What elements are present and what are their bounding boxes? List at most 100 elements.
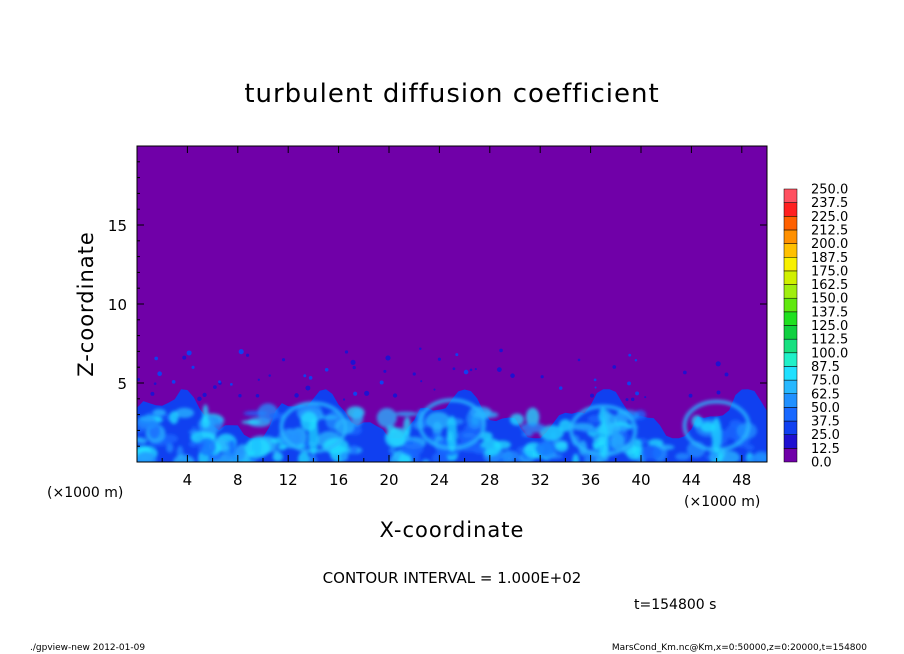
speck [437, 357, 441, 361]
x-tick-label: 12 [279, 471, 298, 489]
speck [385, 355, 391, 361]
eddy-blob [520, 422, 546, 433]
colorbar-swatch [783, 243, 798, 258]
speck [634, 359, 638, 362]
speck [257, 378, 260, 381]
colorbar-swatch [783, 420, 798, 435]
speck [191, 365, 195, 369]
speck [308, 376, 313, 380]
speck [352, 365, 356, 370]
speck [383, 369, 387, 373]
eddy-blob [241, 420, 261, 425]
speck [186, 350, 192, 356]
speck [197, 396, 202, 402]
eddy-blob [657, 444, 675, 451]
speck [510, 373, 515, 378]
speck [625, 398, 629, 402]
eddy-blob [137, 437, 148, 445]
speck [715, 361, 721, 367]
eddy-blob [173, 454, 195, 462]
colorbar-level-label: 137.5 [811, 305, 848, 320]
eddy-blob [648, 438, 664, 447]
x-tick-label: 16 [329, 471, 348, 489]
footer-left: ./gpview-new 2012-01-09 [30, 643, 145, 653]
eddy-blob [700, 422, 715, 433]
eddy-blob [502, 450, 520, 460]
eddy-blob [509, 413, 524, 426]
eddy-blob [137, 416, 158, 430]
speck [724, 372, 729, 377]
eddy-blob [225, 447, 245, 462]
speck [594, 386, 597, 389]
eddy-blob [166, 443, 174, 453]
x-tick-label: 48 [732, 471, 751, 489]
colorbar-level-label: 87.5 [811, 360, 840, 375]
speck [364, 390, 370, 396]
eddy-blob [425, 411, 451, 430]
speck [255, 393, 260, 398]
speck [294, 393, 299, 398]
x-tick-label: 8 [233, 471, 243, 489]
speck [153, 382, 157, 385]
convective-core [447, 415, 457, 452]
eddy-blob [632, 438, 643, 458]
speck [683, 370, 687, 375]
colorbar-level-label: 225.0 [811, 210, 848, 225]
y-tick-label: 5 [117, 375, 127, 393]
speck [627, 381, 631, 386]
eddy-blob [472, 411, 499, 419]
eddy-blob [340, 451, 349, 462]
colorbar-swatch [783, 352, 798, 367]
x-tick-label: 20 [379, 471, 398, 489]
convective-core [308, 418, 319, 455]
colorbar-level-label: 212.5 [811, 223, 848, 238]
eddy-blob [175, 407, 195, 418]
colorbar-level-label: 150.0 [811, 292, 848, 307]
speck [499, 348, 503, 353]
eddy-blob [162, 434, 178, 444]
convective-core [598, 421, 609, 458]
colorbar-swatch [783, 393, 798, 408]
y-axis-label: Z-coordinate [74, 231, 98, 377]
colorbar-swatch [783, 270, 798, 285]
x-tick-label: 44 [682, 471, 701, 489]
speck [238, 394, 242, 398]
eddy-blob [535, 440, 556, 458]
colorbar-level-label: 200.0 [811, 237, 848, 252]
eddy-blob [603, 409, 611, 422]
colorbar-level-label: 25.0 [811, 428, 840, 443]
speck [452, 367, 456, 371]
x-tick-label: 28 [480, 471, 499, 489]
eddy-blob [394, 411, 418, 417]
colorbar-level-label: 250.0 [811, 183, 848, 198]
time-label: t=154800 s [634, 597, 716, 613]
colorbar-swatch [783, 338, 798, 354]
speck [577, 358, 581, 362]
speck [137, 377, 141, 381]
colorbar-swatch [783, 434, 798, 449]
colorbar-level-label: 62.5 [811, 387, 840, 402]
speck [344, 350, 349, 354]
eddy-blob [202, 404, 209, 422]
eddy-blob [611, 432, 625, 451]
speck [635, 391, 640, 396]
speck [590, 393, 595, 398]
speck [350, 359, 356, 366]
x-tick-label: 36 [581, 471, 600, 489]
eddy-blob [282, 433, 302, 448]
speck [469, 368, 473, 372]
speck [559, 386, 563, 390]
speck [154, 356, 159, 361]
colorbar-swatch [783, 366, 798, 381]
speck [150, 391, 155, 396]
colorbar-level-label: 100.0 [811, 346, 848, 361]
colorbar-level-label: 37.5 [811, 415, 840, 430]
x-axis-label: X-coordinate [380, 518, 525, 542]
colorbar-level-label: 50.0 [811, 401, 840, 416]
chart-title: turbulent diffusion coefficient [244, 79, 659, 109]
eddy-blob [717, 450, 740, 462]
colorbar-swatch [783, 202, 798, 217]
eddy-blob [201, 417, 210, 428]
eddy-blob [308, 454, 318, 462]
speck [202, 392, 207, 398]
